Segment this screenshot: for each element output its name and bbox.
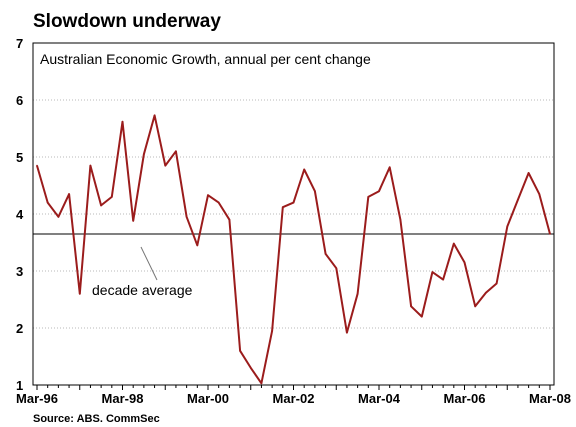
x-tick-label: Mar-06	[444, 391, 486, 406]
data-point	[260, 382, 263, 385]
data-point	[314, 190, 316, 192]
data-point	[453, 242, 455, 245]
chart-subtitle: Australian Economic Growth, annual per c…	[40, 51, 371, 67]
y-tick-label: 3	[16, 264, 23, 279]
x-tick-label: Mar-96	[16, 391, 58, 406]
y-tick-label: 7	[16, 36, 23, 51]
data-point	[185, 216, 188, 218]
data-point	[335, 267, 338, 269]
data-point	[388, 166, 391, 169]
data-point	[89, 164, 92, 167]
y-tick-label: 2	[16, 321, 23, 336]
data-point	[506, 225, 509, 228]
data-point	[282, 206, 284, 208]
data-point	[132, 220, 134, 222]
chart-source: Source: ABS. CommSec	[33, 413, 160, 425]
x-tick-label: Mar-08	[529, 391, 571, 406]
data-point	[121, 120, 124, 123]
data-point	[442, 278, 444, 281]
data-point	[36, 164, 38, 167]
x-tick-label: Mar-98	[102, 391, 144, 406]
chart-title: Slowdown underway	[33, 11, 221, 32]
data-point	[420, 315, 423, 318]
x-tick-label: Mar-02	[273, 391, 315, 406]
data-point	[175, 150, 177, 153]
data-point	[410, 305, 412, 308]
x-tick-label: Mar-00	[187, 391, 229, 406]
data-point	[538, 193, 541, 195]
y-tick-label: 4	[16, 207, 24, 222]
series-line	[36, 114, 551, 385]
data-point	[164, 164, 167, 167]
data-point	[367, 196, 370, 198]
y-tick-label: 6	[16, 93, 23, 108]
data-point	[57, 216, 60, 218]
data-point	[431, 271, 434, 273]
data-point	[517, 198, 519, 201]
data-point	[78, 293, 81, 295]
x-tick-label: Mar-04	[358, 391, 401, 406]
data-point	[346, 331, 348, 334]
data-point	[303, 168, 305, 171]
y-tick-label: 1	[16, 378, 23, 393]
annotation-pointer	[140, 246, 158, 281]
y-axis: 1 2 3 4 5 6 7	[16, 36, 24, 393]
data-point	[474, 305, 476, 308]
data-point	[196, 244, 199, 247]
data-point	[228, 218, 231, 221]
data-point	[378, 190, 380, 192]
data-point	[111, 196, 113, 198]
data-point	[207, 194, 209, 196]
data-point	[271, 330, 273, 332]
data-point	[249, 367, 252, 369]
data-point	[549, 233, 551, 235]
data-point	[68, 193, 70, 195]
decade-average-label: decade average	[92, 282, 193, 298]
data-point	[292, 201, 295, 204]
x-axis: Mar-96 Mar-98 Mar-00 Mar-02 Mar-04 Mar-06 Mar-…	[16, 385, 571, 406]
data-point	[143, 153, 145, 155]
data-point	[463, 261, 466, 264]
data-point	[485, 291, 487, 294]
y-tick-label: 5	[16, 150, 23, 165]
data-point	[324, 253, 327, 255]
data-point	[100, 204, 102, 207]
data-point	[217, 201, 220, 204]
data-point	[239, 350, 241, 352]
data-point	[495, 282, 498, 285]
series-growth	[36, 114, 551, 385]
data-point	[46, 201, 49, 204]
data-point	[153, 114, 156, 117]
data-point	[356, 293, 359, 295]
data-point	[527, 172, 530, 174]
data-point	[399, 218, 402, 221]
